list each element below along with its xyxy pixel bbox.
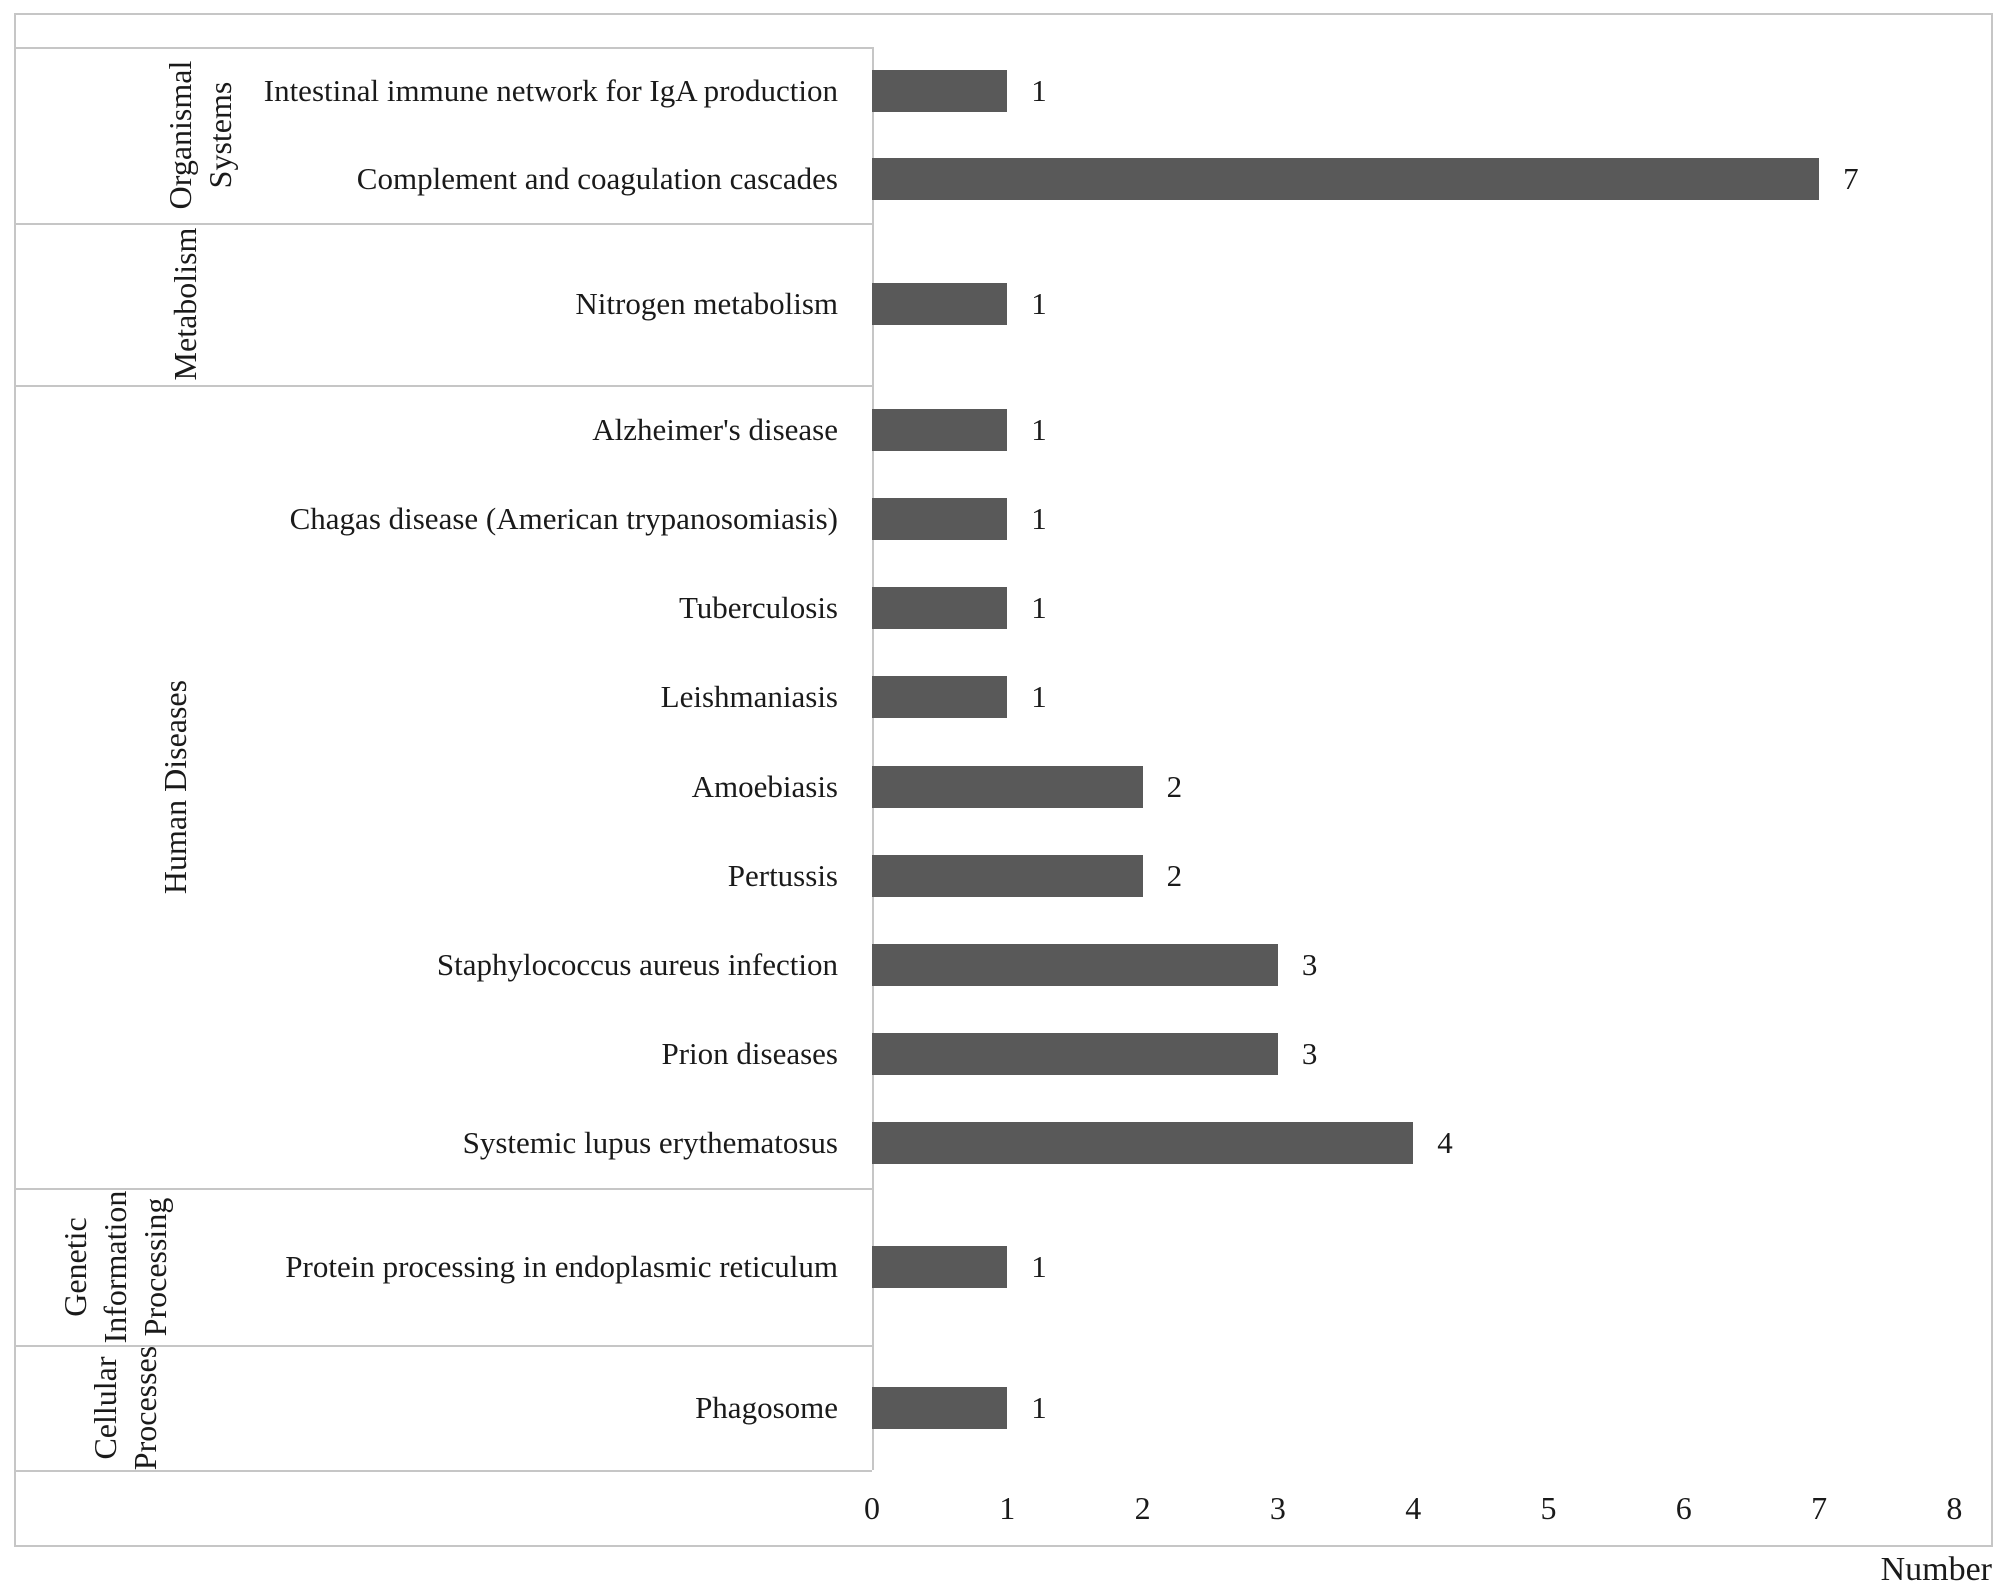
- category-divider-line: [14, 47, 872, 49]
- bar-value-label: 1: [1031, 1248, 1047, 1284]
- bar: [872, 408, 1008, 451]
- bar: [872, 765, 1143, 808]
- bar-value-label: 3: [1301, 1036, 1318, 1072]
- bar-value-label: 3: [1301, 946, 1318, 982]
- x-axis-tick-label: 1: [999, 1490, 1016, 1526]
- bar: [872, 1245, 1008, 1288]
- pathway-label: Staphylococcus aureus infection: [436, 946, 838, 982]
- pathway-label: Alzheimer's disease: [592, 411, 838, 447]
- bar-value-label: 1: [1031, 590, 1047, 626]
- category-divider-line: [14, 385, 872, 387]
- bar: [872, 283, 1008, 325]
- pathway-label: Tuberculosis: [678, 590, 838, 626]
- category-label: Cellular Processes: [87, 1345, 163, 1470]
- x-axis-tick-label: 8: [1946, 1490, 1963, 1526]
- pathway-label: Systemic lupus erythematosus: [462, 1125, 838, 1161]
- bar: [872, 943, 1278, 986]
- bar: [872, 158, 1820, 200]
- bar: [872, 1122, 1414, 1165]
- pathway-label: Complement and coagulation cascades: [356, 161, 838, 196]
- x-axis-tick-label: 5: [1540, 1490, 1557, 1526]
- pathway-label: Leishmaniasis: [660, 679, 838, 715]
- x-axis-tick-label: 4: [1405, 1490, 1422, 1526]
- pathway-label: Prion diseases: [661, 1036, 838, 1072]
- bar-value-label: 4: [1437, 1125, 1453, 1161]
- bar-value-label: 1: [1031, 411, 1047, 447]
- category-label: Genetic Information Processing: [57, 1190, 173, 1343]
- bar-value-label: 1: [1031, 286, 1047, 321]
- bar-value-label: 7: [1843, 161, 1859, 196]
- pathway-label: Nitrogen metabolism: [575, 286, 838, 321]
- bar: [872, 1033, 1278, 1076]
- x-axis-title: Number: [1880, 1551, 1992, 1588]
- pathway-label: Amoebiasis: [691, 768, 838, 804]
- bar: [872, 497, 1008, 540]
- pathway-label: Phagosome: [695, 1389, 838, 1425]
- bar-value-label: 1: [1031, 1389, 1047, 1425]
- bar-value-label: 2: [1166, 857, 1183, 893]
- x-axis-tick-label: 2: [1134, 1490, 1151, 1526]
- bar: [872, 854, 1143, 897]
- category-label: Metabolism: [167, 227, 203, 381]
- x-axis-tick-label: 3: [1269, 1490, 1286, 1526]
- pathway-label: Protein processing in endoplasmic reticu…: [285, 1248, 838, 1284]
- category-divider-line: [14, 1188, 872, 1190]
- label-box-right-border: [872, 47, 874, 1470]
- bar: [872, 70, 1008, 112]
- bar-value-label: 1: [1031, 500, 1047, 536]
- x-axis-tick-label: 7: [1811, 1490, 1828, 1526]
- category-divider-line: [14, 223, 872, 225]
- category-label: Organismal Systems: [162, 60, 238, 210]
- x-axis-tick-label: 6: [1675, 1490, 1692, 1526]
- bar-value-label: 1: [1031, 73, 1047, 108]
- bar-value-label: 2: [1166, 768, 1183, 804]
- bar: [872, 1386, 1008, 1429]
- category-label: Human Diseases: [157, 679, 193, 894]
- bar: [872, 587, 1008, 630]
- pathway-label: Chagas disease (American trypanosomiasis…: [289, 500, 838, 536]
- pathway-label: Intestinal immune network for IgA produc…: [263, 73, 838, 108]
- x-axis-tick-label: 0: [864, 1490, 880, 1526]
- category-divider-line: [14, 1470, 872, 1472]
- bar-value-label: 1: [1031, 679, 1047, 715]
- chart-outer-border: [14, 13, 1993, 1547]
- category-divider-line: [14, 1345, 872, 1347]
- pathway-label: Pertussis: [727, 857, 838, 893]
- bar: [872, 676, 1008, 719]
